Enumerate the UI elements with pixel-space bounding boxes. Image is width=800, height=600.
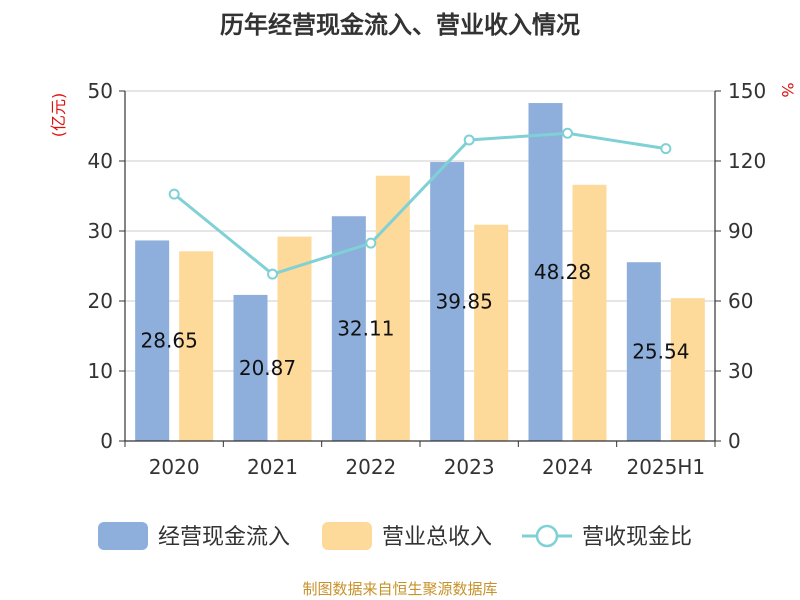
- axes: 0 10 20 30 40 50 0 30 60 90 120 150 2020 2021 2022 2023…: [88, 79, 767, 479]
- x-tick-label: 2024: [542, 455, 593, 479]
- left-tick-label: 40: [88, 149, 113, 173]
- bar-value-label: 25.54: [632, 340, 689, 364]
- ratio-point: [660, 143, 672, 155]
- bar-value-label: 28.65: [141, 329, 198, 353]
- bar-0-0: [135, 240, 170, 441]
- chart-title: 历年经营现金流入、营业收入情况: [220, 11, 580, 39]
- bar-0-1: [233, 294, 268, 441]
- bar-1-3: [474, 224, 509, 441]
- bar-1-4: [572, 184, 607, 442]
- bar-1-0: [179, 251, 214, 441]
- ratio-point: [365, 237, 377, 249]
- right-tick-label: 0: [728, 429, 741, 453]
- bar-value-label: 32.11: [337, 317, 394, 341]
- right-tick-label: 150: [728, 79, 766, 103]
- bar-value-label: 20.87: [239, 356, 296, 380]
- ratio-point: [463, 134, 475, 146]
- legend-marker: [535, 524, 559, 548]
- bar-1-2: [375, 175, 410, 441]
- left-tick-label: 0: [100, 429, 113, 453]
- left-tick-label: 30: [88, 219, 113, 243]
- right-tick-label: 90: [728, 219, 753, 243]
- x-tick-label: 2022: [345, 455, 396, 479]
- bars: [135, 103, 705, 442]
- legend: 经营现金流入 营业总收入 营收现金比: [98, 522, 692, 550]
- right-tick-label: 60: [728, 289, 753, 313]
- ratio-point: [267, 268, 278, 280]
- bar-value-label: 39.85: [436, 290, 493, 314]
- left-tick-label: 50: [88, 79, 113, 103]
- ratio-point: [168, 188, 180, 200]
- source-note: 制图数据来自恒生聚源数据库: [302, 580, 497, 598]
- x-tick-label: 2023: [444, 455, 495, 479]
- left-tick-label: 10: [88, 359, 113, 383]
- ratio-line: [173, 131, 667, 276]
- legend-swatch: [98, 522, 148, 550]
- bar-0-4: [528, 103, 563, 441]
- legend-label: 营业总收入: [382, 525, 492, 550]
- legend-label: 经营现金流入: [158, 525, 290, 550]
- legend-label: 营收现金比: [582, 525, 692, 550]
- bar-0-5: [626, 262, 661, 441]
- x-tick-label: 2020: [149, 455, 200, 479]
- x-tick-label: 2025H1: [626, 455, 705, 479]
- left-axis-unit: (亿元): [49, 93, 68, 138]
- left-tick-label: 20: [88, 289, 113, 313]
- right-tick-label: 120: [728, 149, 766, 173]
- ratio-point: [562, 127, 573, 139]
- bar-0-3: [430, 162, 465, 442]
- gridlines: [125, 90, 715, 372]
- right-tick-label: 30: [728, 359, 753, 383]
- ratio-line-layer: [168, 127, 672, 280]
- bar-1-5: [670, 298, 705, 441]
- bar-value-label: 48.28: [534, 260, 591, 284]
- legend-swatch: [322, 522, 372, 550]
- bar-labels: 28.65 20.87 32.11 39.85 48.28 25.54: [141, 260, 690, 380]
- x-tick-label: 2021: [247, 455, 298, 479]
- right-axis-unit: %: [778, 82, 797, 97]
